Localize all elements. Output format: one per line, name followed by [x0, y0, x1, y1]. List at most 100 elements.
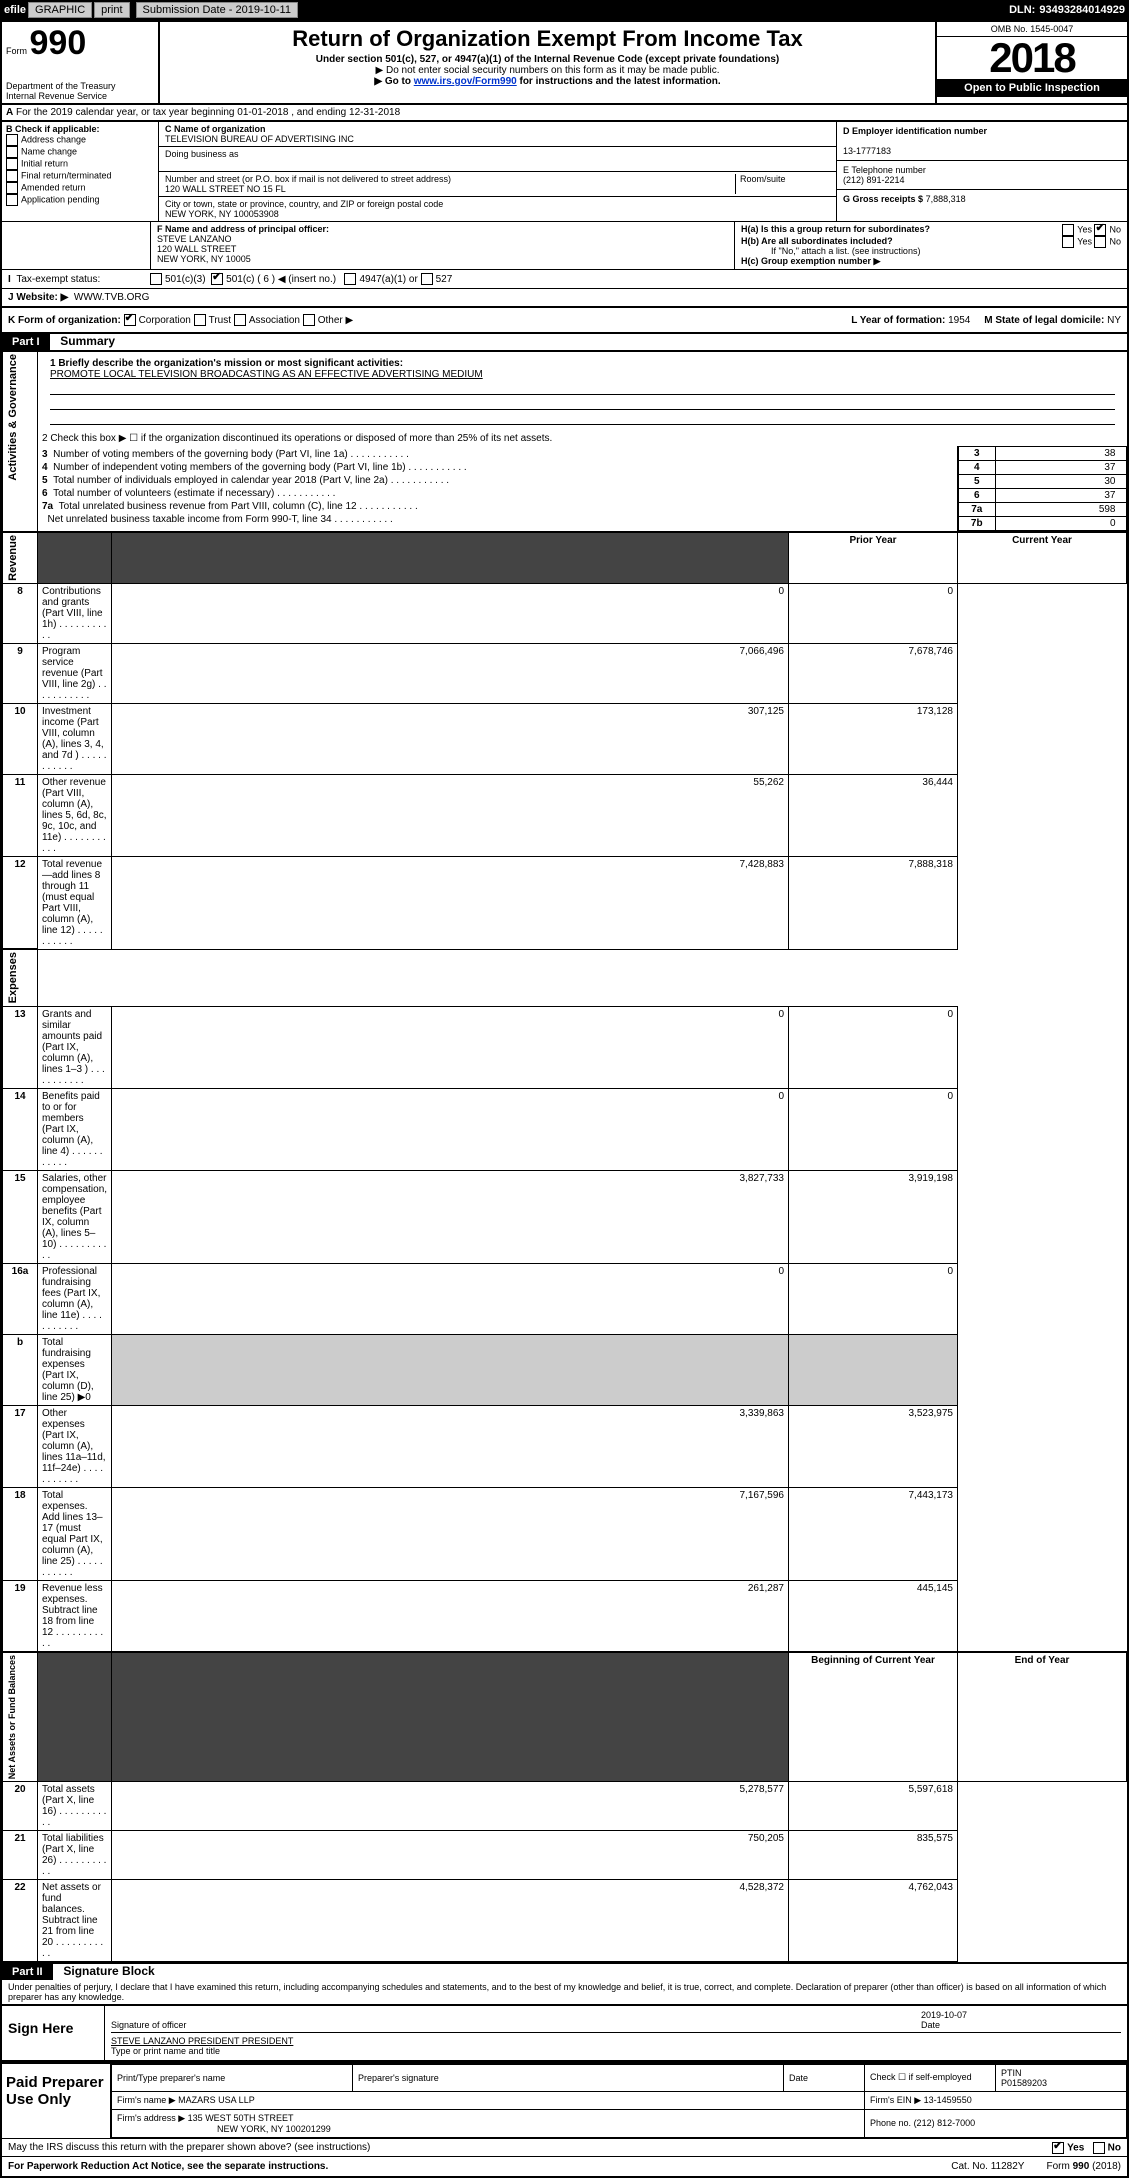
dept-treasury: Department of the Treasury: [6, 81, 154, 91]
part1-header: Part I Summary: [2, 332, 1127, 350]
assoc-cb[interactable]: [234, 314, 246, 326]
state-domicile: NY: [1107, 315, 1121, 326]
name-change-cb[interactable]: [6, 146, 18, 158]
klm-row: K Form of organization: Corporation Trus…: [2, 308, 1127, 332]
app-pending-cb[interactable]: [6, 194, 18, 206]
trust-cb[interactable]: [194, 314, 206, 326]
org-city: NEW YORK, NY 100053908: [165, 209, 279, 219]
line-10: 10Investment income (Part VIII, column (…: [3, 703, 1127, 774]
org-name: TELEVISION BUREAU OF ADVERTISING INC: [165, 134, 354, 144]
addr-change-cb[interactable]: [6, 134, 18, 146]
firm-name: MAZARS USA LLP: [178, 2095, 255, 2105]
line-11: 11Other revenue (Part VIII, column (A), …: [3, 774, 1127, 856]
sign-here-label: Sign Here: [2, 2006, 104, 2060]
dln-label: DLN:: [1009, 4, 1035, 16]
ha-yes-cb[interactable]: [1062, 224, 1074, 236]
summary-line-7a: 7a Total unrelated business revenue from…: [42, 500, 953, 513]
current-year-hdr: Current Year: [958, 532, 1127, 583]
irs-label: Internal Revenue Service: [6, 91, 154, 101]
footer-row: For Paperwork Reduction Act Notice, see …: [2, 2156, 1127, 2176]
dln-value: 93493284014929: [1039, 4, 1125, 16]
cat-revenue: Revenue: [7, 535, 19, 581]
website-row: J Website: ▶ WWW.TVB.ORG: [2, 288, 1127, 308]
mission-text: PROMOTE LOCAL TELEVISION BROADCASTING AS…: [50, 369, 483, 380]
part2-header: Part II Signature Block: [2, 1962, 1127, 1980]
line-13: 13Grants and similar amounts paid (Part …: [3, 1006, 1127, 1088]
initial-return-cb[interactable]: [6, 158, 18, 170]
section-bcdeg-row: B Check if applicable: Address change Na…: [2, 120, 1127, 221]
prior-year-hdr: Prior Year: [789, 532, 958, 583]
summary-table: Activities & Governance 1 Briefly descri…: [2, 350, 1127, 1962]
gross-receipts: 7,888,318: [926, 194, 966, 204]
year-formation: 1954: [948, 315, 970, 326]
officer-name: STEVE LANZANO: [157, 234, 232, 244]
hb-yes-cb[interactable]: [1062, 236, 1074, 248]
501c-cb[interactable]: [211, 273, 223, 285]
ptin: P01589203: [1001, 2078, 1047, 2088]
form-footer: Form 990 (2018): [1047, 2161, 1121, 2172]
cat-netassets: Net Assets or Fund Balances: [7, 1655, 17, 1779]
ein: 13-1777183: [843, 146, 891, 156]
firm-phone: (212) 812-7000: [914, 2118, 976, 2128]
summary-line-4: 4 Number of independent voting members o…: [42, 461, 953, 474]
paid-preparer-block: Paid Preparer Use Only Print/Type prepar…: [2, 2062, 1127, 2138]
summary-line-6: 6 Total number of volunteers (estimate i…: [42, 487, 953, 500]
officer-name-title: STEVE LANZANO PRESIDENT PRESIDENT: [111, 2036, 293, 2046]
efile-header-bar: efile GRAPHIC print Submission Date - 20…: [0, 0, 1129, 20]
527-cb[interactable]: [421, 273, 433, 285]
signature-block: Sign Here Signature of officer 2019-10-0…: [2, 2004, 1127, 2062]
title-row: Form 990 Department of the Treasury Inte…: [2, 22, 1127, 103]
end-year-hdr: End of Year: [958, 1652, 1127, 1782]
firm-addr: 135 WEST 50TH STREET: [188, 2113, 294, 2123]
open-to-public: Open to Public Inspection: [937, 79, 1127, 97]
line-21: 21Total liabilities (Part X, line 26)750…: [3, 1830, 1127, 1879]
4947-cb[interactable]: [344, 273, 356, 285]
line-8: 8Contributions and grants (Part VIII, li…: [3, 583, 1127, 643]
line-22: 22Net assets or fund balances. Subtract …: [3, 1879, 1127, 1961]
sig-date: 2019-10-07: [921, 2010, 967, 2020]
section-a-year: A For the 2019 calendar year, or tax yea…: [2, 103, 1127, 120]
subtitle-2: ▶ Do not enter social security numbers o…: [166, 65, 929, 76]
print-button[interactable]: print: [94, 2, 129, 18]
firm-ein: 13-1459550: [924, 2095, 972, 2105]
ha-no-cb[interactable]: [1094, 224, 1106, 236]
beg-year-hdr: Beginning of Current Year: [789, 1652, 958, 1782]
line-16a: 16aProfessional fundraising fees (Part I…: [3, 1263, 1127, 1334]
corp-cb[interactable]: [124, 314, 136, 326]
cat-expenses: Expenses: [7, 952, 19, 1003]
section-b-checkboxes: B Check if applicable: Address change Na…: [2, 122, 159, 221]
org-address: 120 WALL STREET NO 15 FL: [165, 184, 286, 194]
summary-line-3: 3 Number of voting members of the govern…: [42, 448, 953, 461]
form-number: 990: [30, 24, 87, 62]
cat-governance: Activities & Governance: [7, 354, 19, 481]
discuss-row: May the IRS discuss this return with the…: [2, 2138, 1127, 2156]
form-number-cell: Form 990 Department of the Treasury Inte…: [2, 22, 160, 103]
final-return-cb[interactable]: [6, 170, 18, 182]
line-17: 17Other expenses (Part IX, column (A), l…: [3, 1405, 1127, 1487]
irs-link[interactable]: www.irs.gov/Form990: [414, 76, 517, 87]
subtitle-3: ▶ Go to www.irs.gov/Form990 for instruct…: [166, 76, 929, 87]
section-defg: D Employer identification number 13-1777…: [836, 122, 1127, 221]
subtitle-1: Under section 501(c), 527, or 4947(a)(1)…: [166, 54, 929, 65]
graphic-label: GRAPHIC: [28, 2, 92, 18]
line-9: 9Program service revenue (Part VIII, lin…: [3, 643, 1127, 703]
form-990-wrapper: Form 990 Department of the Treasury Inte…: [0, 20, 1129, 2178]
line-14: 14Benefits paid to or for members (Part …: [3, 1088, 1127, 1170]
line-18: 18Total expenses. Add lines 13–17 (must …: [3, 1487, 1127, 1580]
line-15: 15Salaries, other compensation, employee…: [3, 1170, 1127, 1263]
efile-label: efile: [4, 4, 26, 16]
section-fh-row: F Name and address of principal officer:…: [2, 221, 1127, 269]
summary-line-5: 5 Total number of individuals employed i…: [42, 474, 953, 487]
telephone: (212) 891-2214: [843, 175, 905, 185]
section-c-org: C Name of organization TELEVISION BUREAU…: [159, 122, 836, 221]
submission-date-label: Submission Date - 2019-10-11: [136, 2, 298, 18]
cat-no: Cat. No. 11282Y: [951, 2161, 1024, 2172]
perjury-text: Under penalties of perjury, I declare th…: [2, 1980, 1127, 2004]
501c3-cb[interactable]: [150, 273, 162, 285]
discuss-no-cb[interactable]: [1093, 2142, 1105, 2154]
amended-cb[interactable]: [6, 182, 18, 194]
discuss-yes-cb[interactable]: [1052, 2142, 1064, 2154]
tax-exempt-row: I Tax-exempt status: 501(c)(3) 501(c) ( …: [2, 269, 1127, 288]
other-cb[interactable]: [303, 314, 315, 326]
hb-no-cb[interactable]: [1094, 236, 1106, 248]
